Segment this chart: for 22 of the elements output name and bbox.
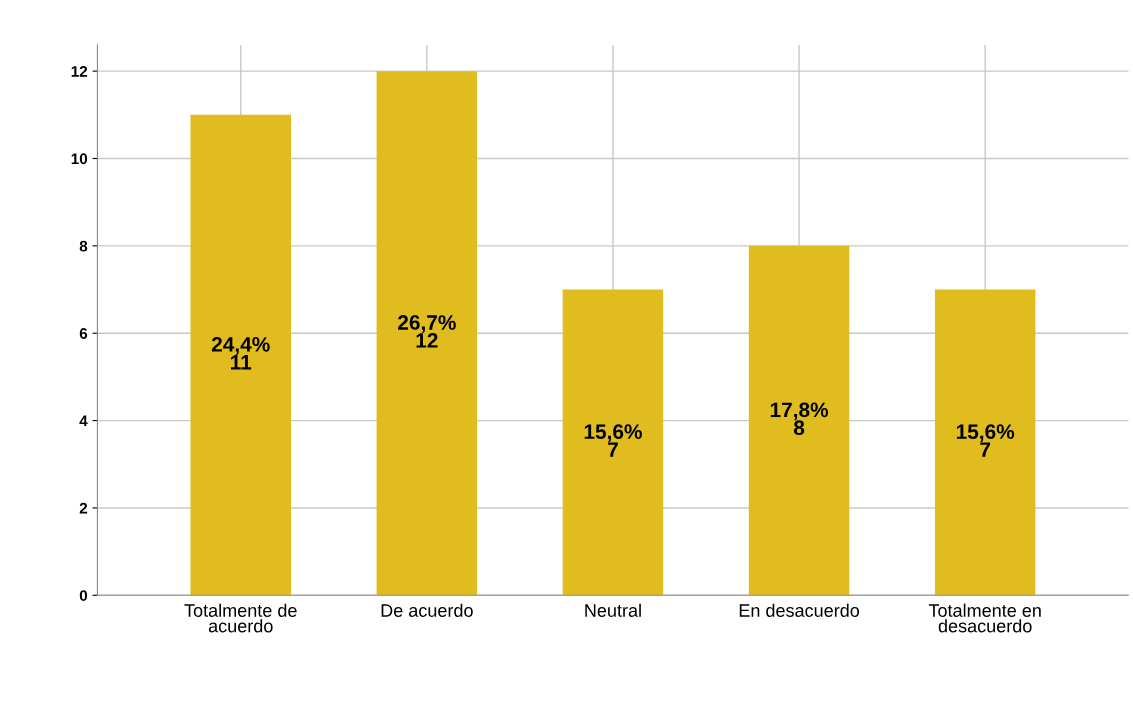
y-tick-label: 4 xyxy=(79,415,88,427)
bar xyxy=(376,71,478,596)
x-tick-label: Totalmente en desacuerdo xyxy=(928,603,1041,633)
bar xyxy=(562,289,664,596)
y-tick-label: 2 xyxy=(79,502,88,514)
data-label: 24,4% 11 xyxy=(211,336,270,370)
x-tick-label: Totalmente de acuerdo xyxy=(184,603,297,633)
y-tick-label: 6 xyxy=(79,328,88,339)
bar xyxy=(748,245,850,596)
x-tick-label: En desacuerdo xyxy=(739,603,860,617)
y-tick-label: 12 xyxy=(71,66,88,77)
bar xyxy=(934,289,1036,596)
x-tick-label: De acuerdo xyxy=(381,603,473,617)
data-label: 17,8% 8 xyxy=(770,402,829,436)
data-label: 15,6% 7 xyxy=(956,424,1015,457)
data-label: 26,7% 12 xyxy=(398,315,456,348)
bar xyxy=(190,114,291,596)
data-label: 15,6% 7 xyxy=(584,424,642,457)
y-tick-label: 10 xyxy=(71,153,88,165)
y-tick-label: 0 xyxy=(79,590,88,601)
y-tick-label: 8 xyxy=(79,240,88,252)
x-tick-label: Neutral xyxy=(585,603,641,617)
